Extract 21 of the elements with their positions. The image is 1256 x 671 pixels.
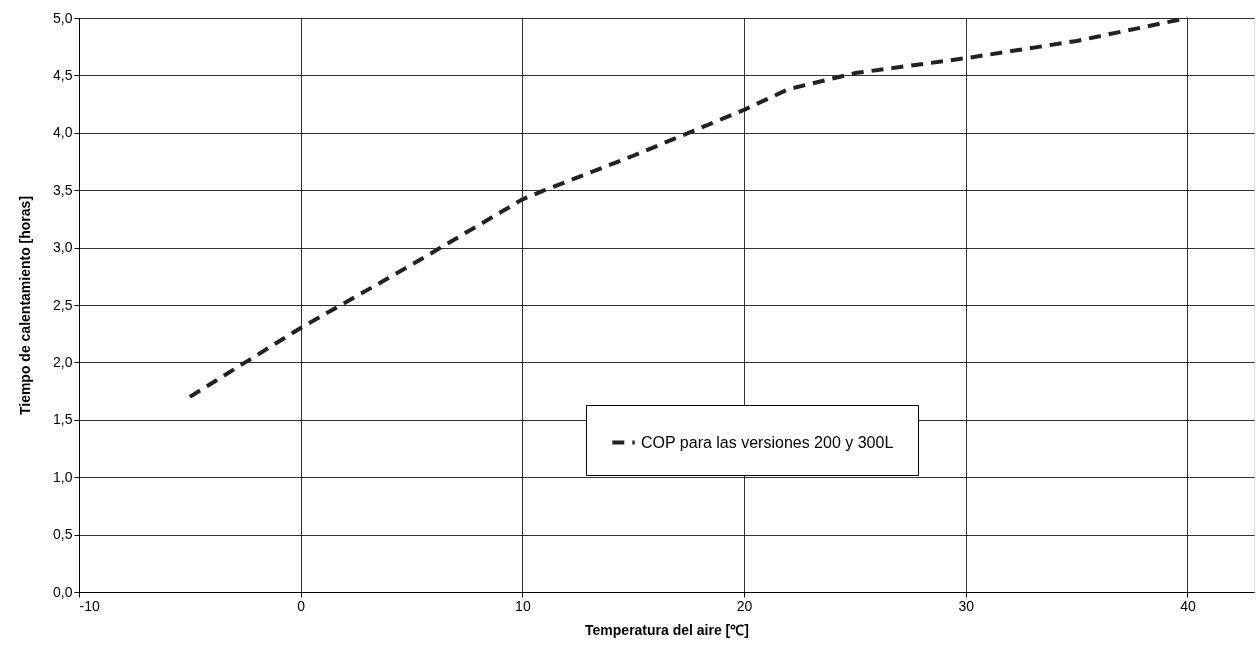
x-tick-label: 0 <box>297 597 306 614</box>
y-tick-label: 4,0 <box>53 124 73 141</box>
y-tick-label: 3,5 <box>53 181 73 198</box>
legend-label: COP para las versiones 200 y 300L <box>641 433 894 451</box>
y-tick-label: 4,5 <box>53 66 73 83</box>
x-tick-label: 30 <box>958 597 975 614</box>
x-tick-label: 20 <box>736 597 753 614</box>
y-tick-label: 3,0 <box>53 239 73 256</box>
x-tick-label: 10 <box>515 597 531 614</box>
y-tick-label: 0,0 <box>53 583 73 600</box>
line-series <box>187 16 1190 399</box>
x-tick-label: 40 <box>1180 597 1196 614</box>
y-tick-label: 1,0 <box>53 468 73 485</box>
y-tick-label: 2,5 <box>53 296 73 313</box>
y-tick-label: 1,5 <box>53 411 73 428</box>
x-tick-label: -10 <box>79 597 100 614</box>
y-tick-label: 5,0 <box>53 9 73 26</box>
y-axis-title: Tiempo de calentamiento [horas] <box>17 195 34 416</box>
y-tick-label: 2,0 <box>53 353 73 370</box>
y-tick-label: 0,5 <box>53 526 73 543</box>
x-axis-title: Temperatura del aire [℃] <box>585 621 749 638</box>
